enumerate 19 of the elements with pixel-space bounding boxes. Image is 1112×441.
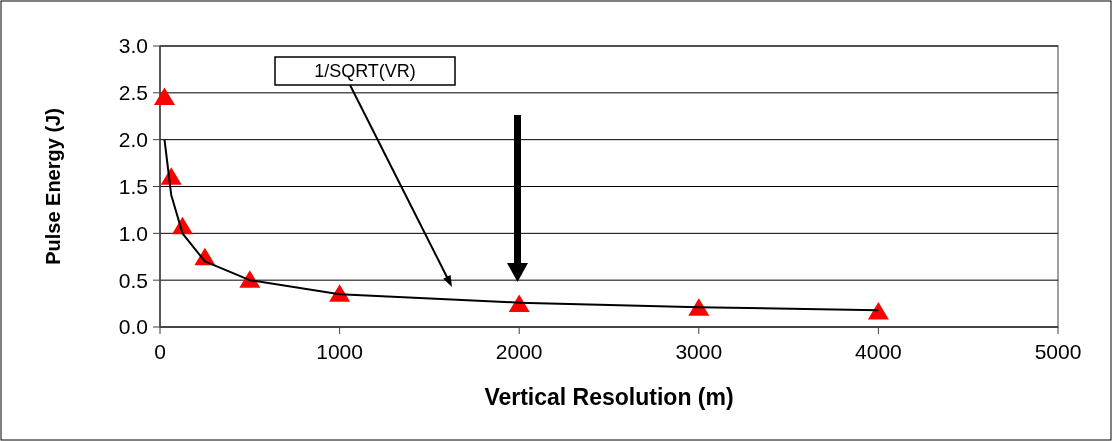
y-axis-title: Pulse Energy (J)	[42, 108, 64, 265]
y-tick-label: 3.0	[118, 34, 148, 58]
annotation: 1/SQRT(VR)	[314, 61, 416, 82]
y-tick-label: 0.0	[118, 315, 148, 339]
point	[153, 87, 175, 106]
callout: 1/SQRT(VR)	[274, 56, 456, 287]
x-tick-label: 4000	[855, 340, 902, 363]
y-tick-label: 2.5	[118, 81, 148, 105]
y-tick-label: 0.5	[118, 268, 148, 292]
x-axis-title: Vertical Resolution (m)	[484, 384, 734, 410]
y-tick-label: 1.5	[118, 174, 148, 198]
x-tick-label: 2000	[495, 340, 543, 363]
y-tick-label: 2.0	[118, 128, 148, 152]
y-tick-label: 1.0	[118, 221, 148, 245]
point	[867, 302, 889, 320]
x-tick-label: 5000	[1034, 340, 1082, 363]
x-tick-label: 0	[154, 340, 166, 363]
x-tick-label: 3000	[675, 340, 723, 363]
x-tick-label: 1000	[316, 340, 363, 363]
